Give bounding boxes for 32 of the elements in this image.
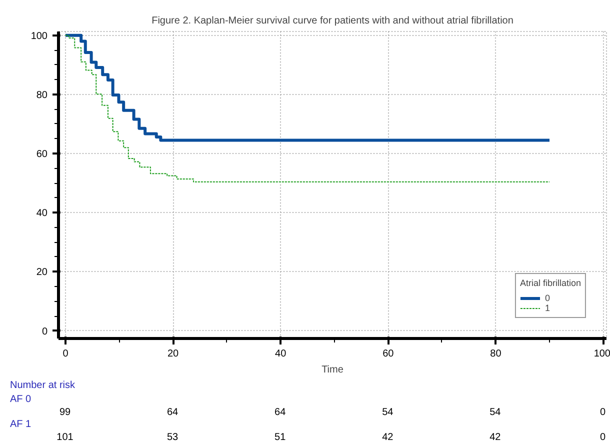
y-tick-label: 40: [36, 208, 48, 220]
x-tick-label: 40: [275, 348, 287, 360]
legend-title: Atrial fibrillation: [520, 278, 581, 288]
text: 42: [490, 430, 501, 445]
text: 0: [600, 430, 606, 445]
text: 0: [600, 406, 606, 420]
y-tick-label: 0: [42, 326, 48, 338]
legend-label: 0: [544, 293, 551, 303]
chart-title: Figure 2. Kaplan-Meier survival curve for patients with and without atrial fibrillation: [152, 16, 514, 26]
text: Number at risk: [10, 378, 76, 393]
x-tick-label: 80: [490, 348, 502, 360]
y-tick-label: 100: [30, 30, 48, 42]
text: 101: [56, 430, 74, 445]
text: 42: [382, 430, 394, 445]
x-tick-label: 60: [382, 348, 394, 360]
text: 53: [166, 430, 178, 445]
text: 99: [59, 406, 71, 420]
x-axis-title: Time: [322, 364, 344, 376]
y-tick-label: 20: [36, 267, 48, 278]
text: 64: [166, 406, 178, 420]
x-tick-label: 20: [167, 348, 180, 360]
text: 51: [274, 430, 286, 445]
text: 64: [274, 406, 286, 420]
x-tick-label: 100: [594, 348, 610, 360]
y-tick-label: 80: [36, 90, 48, 101]
text: 54: [382, 406, 394, 420]
text: 54: [490, 406, 501, 420]
y-tick-label: 60: [36, 149, 48, 160]
legend-label: 1: [544, 303, 551, 313]
x-tick-label: 0: [62, 348, 69, 360]
text: AF 1: [10, 418, 32, 432]
text: AF 0: [10, 392, 32, 407]
